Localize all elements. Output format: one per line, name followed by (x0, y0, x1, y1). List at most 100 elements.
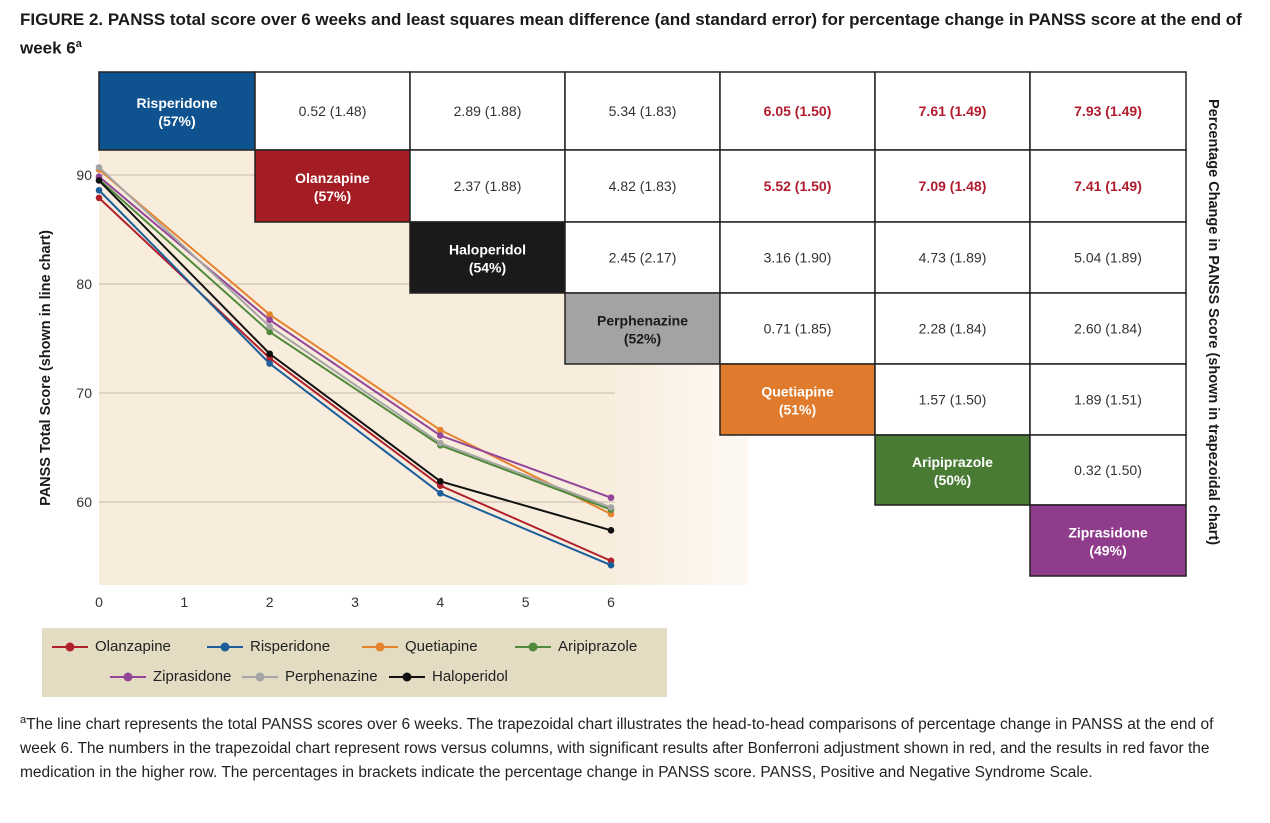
comparison-value: 3.16 (1.90) (764, 250, 832, 266)
x-tick-label: 6 (607, 594, 615, 610)
comparison-cell (719, 149, 876, 223)
drug-name: Perphenazine (597, 313, 688, 329)
comparison-value: 6.05 (1.50) (764, 103, 832, 119)
comparison-cell (1029, 71, 1187, 151)
legend-marker-icon (515, 642, 551, 651)
comparison-cell (874, 71, 1031, 151)
data-point-risperidone (607, 561, 615, 569)
data-point-ziprasidone (266, 316, 273, 324)
data-point-haloperidol (95, 177, 103, 184)
series-line-risperidone (98, 189, 612, 567)
legend-marker-icon (389, 672, 425, 681)
y-axis-label: PANSS Total Score (shown in line chart) (38, 230, 54, 506)
comparison-cell (874, 292, 1031, 365)
drug-header-quetiapine (719, 363, 876, 436)
y-tick-label: 90 (76, 167, 92, 183)
comparison-cell (1029, 221, 1187, 294)
comparison-value: 2.45 (2.17) (609, 250, 677, 266)
drug-percent: (49%) (1089, 543, 1126, 559)
y-tick-label: 70 (76, 385, 92, 401)
x-tick-label: 0 (95, 594, 103, 610)
legend: Olanzapine Risperidone Quetiapine Aripipraz… (42, 628, 667, 697)
data-point-perphenazine (607, 504, 615, 511)
drug-name: Olanzapine (295, 170, 370, 186)
comparison-cell (409, 71, 566, 151)
legend-item-olanzapine: Olanzapine (52, 638, 171, 655)
drug-header-ziprasidone (1029, 504, 1187, 577)
drug-percent: (54%) (469, 260, 506, 276)
drug-percent: (52%) (624, 331, 661, 347)
drug-percent: (50%) (934, 472, 971, 488)
y-tick-label: 60 (76, 494, 92, 510)
right-axis-label: Percentage Change in PANSS Score (shown … (1205, 99, 1221, 545)
drug-name: Ziprasidone (1068, 525, 1148, 541)
drug-percent: (57%) (314, 188, 351, 204)
comparison-cell (874, 149, 1031, 223)
drug-percent: (57%) (158, 113, 195, 129)
drug-name: Quetiapine (761, 384, 834, 400)
comparison-cell (719, 221, 876, 294)
data-point-perphenazine (95, 164, 103, 171)
comparison-value: 7.61 (1.49) (919, 103, 987, 119)
legend-marker-icon (110, 672, 146, 681)
drug-percent: (51%) (779, 402, 816, 418)
comparison-value: 7.93 (1.49) (1074, 103, 1142, 119)
drug-name: Risperidone (137, 95, 218, 111)
drug-header-perphenazine (564, 292, 721, 365)
data-point-ziprasidone (607, 494, 615, 501)
data-point-olanzapine (95, 194, 103, 202)
comparison-value: 4.82 (1.83) (609, 178, 677, 194)
legend-label: Quetiapine (405, 638, 478, 655)
data-point-ziprasidone (437, 432, 444, 439)
legend-label: Haloperidol (432, 668, 508, 685)
legend-marker-icon (242, 672, 278, 681)
drug-header-risperidone (98, 71, 256, 151)
x-tick-label: 3 (351, 594, 359, 610)
data-point-haloperidol (266, 350, 273, 358)
comparison-cell (874, 221, 1031, 294)
comparison-cell (1029, 363, 1187, 436)
series-line-aripiprazole (98, 178, 612, 511)
data-point-aripiprazole (266, 328, 273, 336)
legend-item-ziprasidone: Ziprasidone (110, 668, 231, 685)
legend-marker-icon (207, 642, 243, 651)
data-point-haloperidol (437, 477, 444, 485)
comparison-value: 2.37 (1.88) (454, 178, 522, 194)
data-point-risperidone (437, 489, 444, 497)
drug-name: Aripiprazole (912, 454, 993, 470)
data-point-perphenazine (437, 439, 444, 447)
comparison-value: 0.71 (1.85) (764, 321, 832, 337)
comparison-value: 2.89 (1.88) (454, 103, 522, 119)
series-line-quetiapine (98, 168, 612, 515)
x-tick-label: 5 (522, 594, 530, 610)
comparison-value: 0.52 (1.48) (299, 103, 367, 119)
data-point-haloperidol (607, 527, 615, 534)
comparison-value: 0.32 (1.50) (1074, 462, 1142, 478)
data-point-quetiapine (266, 311, 273, 318)
footnote: aThe line chart represents the total PAN… (20, 714, 1214, 782)
legend-item-aripiprazole: Aripiprazole (515, 638, 637, 655)
comparison-value: 2.28 (1.84) (919, 321, 987, 337)
legend-label: Risperidone (250, 638, 331, 655)
legend-label: Ziprasidone (153, 668, 232, 685)
legend-label: Olanzapine (95, 638, 171, 655)
comparison-cell (254, 71, 411, 151)
comparison-cell (564, 221, 721, 294)
drug-header-haloperidol (409, 221, 566, 294)
figure-title: FIGURE 2. PANSS total score over 6 weeks… (20, 10, 1242, 58)
comparison-cell (1029, 149, 1187, 223)
legend-label: Aripiprazole (558, 638, 638, 655)
comparison-cell (874, 363, 1031, 436)
y-tick-label: 80 (76, 276, 92, 292)
comparison-cell (564, 149, 721, 223)
comparison-value: 4.73 (1.89) (919, 250, 987, 266)
comparison-value: 7.41 (1.49) (1074, 178, 1142, 194)
series-line-haloperidol (98, 179, 612, 532)
data-point-risperidone (95, 186, 103, 194)
comparison-cell (1029, 434, 1187, 506)
x-tick-label: 4 (436, 594, 444, 610)
data-point-quetiapine (437, 426, 444, 434)
x-tick-label: 1 (180, 594, 188, 610)
legend-marker-icon (52, 642, 88, 651)
